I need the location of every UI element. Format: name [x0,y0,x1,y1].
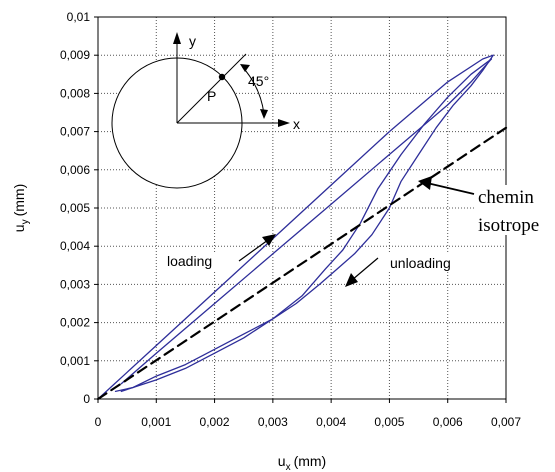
y-tick-label: 0,001 [60,354,90,368]
y-tick-label: 0 [83,392,90,406]
unloading-arrow-line [351,257,379,281]
inset-angle-label: 45° [248,73,269,89]
x-tick-label: 0,006 [433,415,463,429]
chemin-arrowhead [418,176,432,190]
x-tick-label: 0,002 [200,415,230,429]
y-tick-label: 0,006 [60,163,90,177]
y-tick-label: 0,009 [60,48,90,62]
x-tick-label: 0,007 [491,415,521,429]
inset-x-arrowhead [278,119,290,127]
inset-y-arrowhead [173,32,181,44]
x-tick-label: 0 [95,415,102,429]
y-tick-label: 0,003 [60,277,90,291]
x-axis-title: ux (mm) [278,453,326,472]
inset-angle-arrowhead-bottom [260,109,268,119]
loading-arrow-line [238,239,269,262]
series-line-1 [97,54,494,400]
x-tick-label: 0,001 [141,415,171,429]
chemin-label-line1: chemin [478,187,534,208]
grid [98,17,506,399]
x-tick-label: 0,005 [374,415,404,429]
unloading-label: unloading [390,255,451,271]
inset-y-label: y [189,33,196,49]
y-axis-title: uy(mm) [11,184,31,232]
chemin-label-line2: isotrope [478,215,539,236]
x-tick-label: 0,004 [316,415,346,429]
loading-arrowhead [262,234,276,246]
x-axis-title-subscript: x [286,462,291,472]
x-tick-label: 0,003 [258,415,288,429]
series-line-3 [120,58,493,385]
y-tick-label: 0,002 [60,316,90,330]
inset-angle-arrowhead-top [240,64,250,72]
x-axis-title-unit: (mm) [294,453,327,469]
y-tick-label: 0,008 [60,86,90,100]
series-line-2 [120,54,494,393]
isotropic-path-line [96,126,508,401]
y-axis-title-unit: (mm) [11,184,27,217]
inset-point-p [218,73,226,81]
chemin-arrow-line [426,182,475,195]
y-tick-label: 0,005 [60,201,90,215]
unloading-arrowhead [345,273,358,287]
series-line-4 [114,58,493,393]
inset-diagram: y x P 45° [111,32,300,189]
chemin-label-bg [476,185,555,235]
x-tick-labels: 0 0,001 0,002 0,003 0,004 0,005 0,006 0,007 [95,399,521,429]
loading-label: loading [167,253,212,269]
y-axis-title-subscript: y [20,219,31,224]
inset-x-label: x [293,116,300,132]
y-tick-label: 0,01 [67,10,91,24]
y-tick-labels: 0 0,001 0,002 0,003 0,004 0,005 0,006 0,007 0,00… [60,10,98,406]
y-tick-label: 0,007 [60,125,90,139]
inset-p-label: P [207,88,216,104]
y-tick-label: 0,004 [60,239,90,253]
inset-45-line [176,53,247,124]
unloading-label-bg [388,254,468,272]
loading-label-bg [165,252,227,270]
series-group [96,54,508,401]
